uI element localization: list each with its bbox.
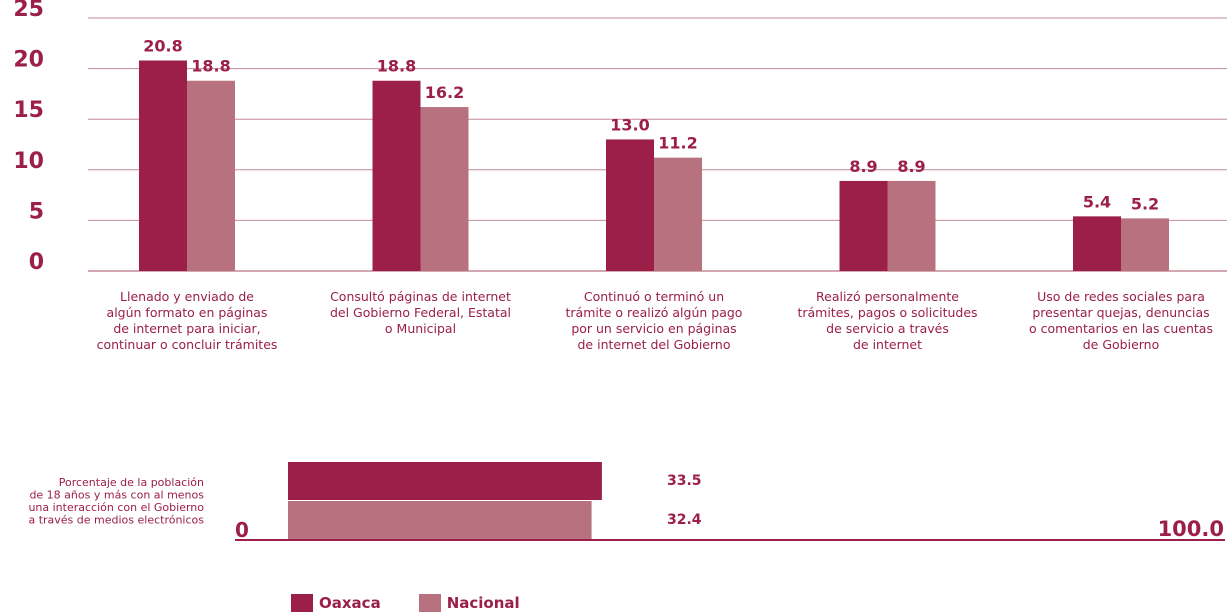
legend-label-oaxaca: Oaxaca bbox=[319, 594, 381, 612]
legend: Oaxaca Nacional bbox=[291, 594, 548, 612]
category-label-line: trámites, pagos o solicitudes bbox=[797, 305, 977, 320]
category-label-line: de internet bbox=[853, 337, 922, 352]
legend-item-oaxaca: Oaxaca bbox=[291, 594, 381, 612]
category-label-line: algún formato en páginas bbox=[107, 305, 268, 320]
category-label-line: de servicio a través bbox=[826, 321, 949, 336]
hbar-value-label-nacional: 32.4 bbox=[667, 512, 702, 528]
category-label-line: de Gobierno bbox=[1083, 337, 1160, 352]
hbar-oaxaca bbox=[288, 462, 602, 500]
category-label-line: Llenado y enviado de bbox=[120, 289, 254, 304]
category-label-line: o Municipal bbox=[385, 321, 456, 336]
legend-item-nacional: Nacional bbox=[418, 594, 520, 612]
legend-swatch-nacional bbox=[418, 594, 441, 612]
horizontal-category-label: Porcentaje de la población de 18 años y m… bbox=[28, 476, 204, 527]
category-label-line: por un servicio en páginas bbox=[571, 321, 736, 336]
category-label-line: Uso de redes sociales para bbox=[1037, 289, 1205, 304]
bar-nacional-1 bbox=[420, 107, 469, 271]
y-tick-label-15: 15 bbox=[13, 98, 44, 123]
category-label-line: Continuó o terminó un bbox=[584, 289, 724, 304]
category-label-2: Continuó o terminó un trámite o realizó a… bbox=[566, 289, 743, 352]
legend-label-nacional: Nacional bbox=[446, 594, 520, 612]
category-label-line: del Gobierno Federal, Estatal bbox=[330, 305, 511, 320]
category-label-line: continuar o concluir trámites bbox=[97, 337, 278, 352]
horizontal-axis-min-label: 0 bbox=[235, 518, 249, 542]
data-label-nacional-3: 8.9 bbox=[897, 157, 925, 176]
y-tick-label-20: 20 bbox=[13, 48, 44, 73]
horizontal-category-label-line: una interacción con el Gobierno bbox=[28, 501, 204, 514]
bar-oaxaca-3 bbox=[839, 180, 888, 271]
horizontal-category-label-line: de 18 años y más con al menos bbox=[29, 489, 204, 502]
bar-nacional-0 bbox=[187, 80, 235, 271]
bar-nacional-3 bbox=[887, 180, 936, 271]
horizontal-category-label-line: a través de medios electrónicos bbox=[28, 514, 204, 527]
bar-oaxaca-1 bbox=[372, 80, 421, 271]
bar-nacional-4 bbox=[1121, 218, 1169, 271]
data-label-oaxaca-2: 13.0 bbox=[610, 115, 649, 134]
data-label-oaxaca-1: 18.8 bbox=[377, 57, 416, 76]
y-tick-label-5: 5 bbox=[29, 199, 44, 224]
category-label-line: Consultó páginas de internet bbox=[330, 289, 511, 304]
category-label-line: o comentarios en las cuentas bbox=[1029, 321, 1213, 336]
hbar-value-label-oaxaca: 33.5 bbox=[667, 473, 702, 489]
category-label-line: presentar quejas, denuncias bbox=[1032, 305, 1209, 320]
category-label-1: Consultó páginas de internet del Gobierno… bbox=[330, 289, 511, 336]
category-label-4: Uso de redes sociales para presentar quej… bbox=[1029, 289, 1213, 352]
bar-oaxaca-2 bbox=[606, 139, 654, 271]
bar-nacional-2 bbox=[654, 157, 702, 271]
bar-oaxaca-4 bbox=[1073, 216, 1121, 271]
category-label-3: Realizó personalmente trámites, pagos o s… bbox=[797, 289, 977, 352]
data-label-oaxaca-0: 20.8 bbox=[143, 37, 182, 56]
y-tick-label-10: 10 bbox=[13, 149, 44, 174]
data-label-oaxaca-3: 8.9 bbox=[849, 157, 877, 176]
category-label-line: de internet para iniciar, bbox=[113, 321, 260, 336]
category-label-line: de internet del Gobierno bbox=[578, 337, 731, 352]
horizontal-category-label-line: Porcentaje de la población bbox=[59, 476, 204, 489]
data-label-nacional-4: 5.2 bbox=[1131, 194, 1159, 213]
horizontal-axis-max-label: 100.0 bbox=[1158, 517, 1224, 541]
data-label-nacional-2: 11.2 bbox=[658, 134, 697, 153]
legend-swatch-oaxaca bbox=[291, 594, 313, 612]
data-label-oaxaca-4: 5.4 bbox=[1083, 192, 1111, 211]
category-label-line: Realizó personalmente bbox=[816, 289, 959, 304]
category-label-line: trámite o realizó algún pago bbox=[566, 305, 743, 320]
data-label-nacional-1: 16.2 bbox=[425, 83, 464, 102]
y-tick-label-0: 0 bbox=[29, 250, 44, 275]
y-tick-label-25: 25 bbox=[13, 0, 44, 22]
data-label-nacional-0: 18.8 bbox=[191, 57, 230, 76]
hbar-nacional bbox=[288, 501, 592, 539]
bar-oaxaca-0 bbox=[139, 60, 187, 272]
category-label-0: Llenado y enviado de algún formato en pág… bbox=[97, 289, 278, 352]
